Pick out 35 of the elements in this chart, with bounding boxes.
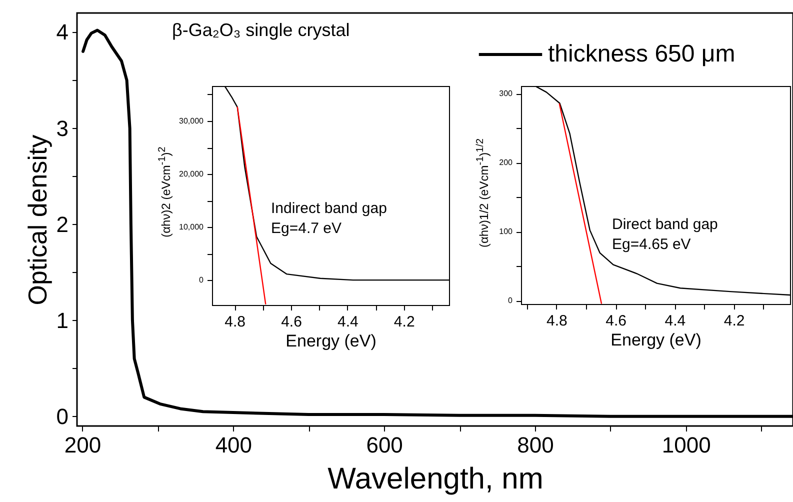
y-tick-label: 2 (56, 212, 68, 237)
x-tick-label: 4.2 (724, 312, 745, 330)
x-tick-label: 4.6 (606, 312, 627, 330)
y-tick-label: 100 (499, 227, 514, 236)
y-tick-label: 200 (499, 158, 514, 168)
y-tick-label: 0 (508, 296, 514, 306)
annotation: β-Ga₂O₃ single crystal (172, 20, 350, 41)
annotation: Eg=4.7 eV (271, 220, 342, 237)
x-tick-label: 600 (366, 432, 403, 458)
annotation: Eg=4.65 eV (612, 236, 691, 253)
x-tick-label: 4.4 (338, 314, 358, 330)
y-tick-label: 3 (56, 116, 68, 141)
x-tick-label: 800 (517, 432, 554, 458)
x-axis-title: Energy (eV) (286, 332, 376, 350)
x-tick-label: 4.2 (394, 314, 415, 330)
y-axis-title: Optical density (22, 134, 54, 306)
y-tick-label: 20,000 (179, 170, 204, 179)
x-axis-title: Wavelength, nm (328, 462, 544, 496)
y-tick-label: 300 (499, 89, 514, 98)
legend-label: thickness 650 μm (548, 40, 736, 68)
x-axis-title: Energy (eV) (610, 330, 702, 350)
x-tick-label: 400 (215, 432, 252, 458)
x-tick-label: 4.6 (281, 314, 302, 330)
x-tick-label: 4.4 (664, 312, 686, 330)
y-tick-label: 10,000 (179, 222, 204, 232)
y-tick-label: 0 (199, 276, 204, 285)
y-tick-label: 4 (56, 20, 68, 45)
y-tick-label: 0 (56, 404, 68, 429)
x-tick-label: 4.8 (224, 314, 246, 330)
annotation: Indirect band gap (271, 200, 387, 217)
annotation: Direct band gap (612, 216, 718, 233)
y-tick-label: 1 (56, 308, 68, 333)
x-tick-label: 4.8 (546, 312, 568, 330)
y-tick-label: 30,000 (179, 116, 204, 126)
x-tick-label: 1000 (662, 432, 711, 458)
